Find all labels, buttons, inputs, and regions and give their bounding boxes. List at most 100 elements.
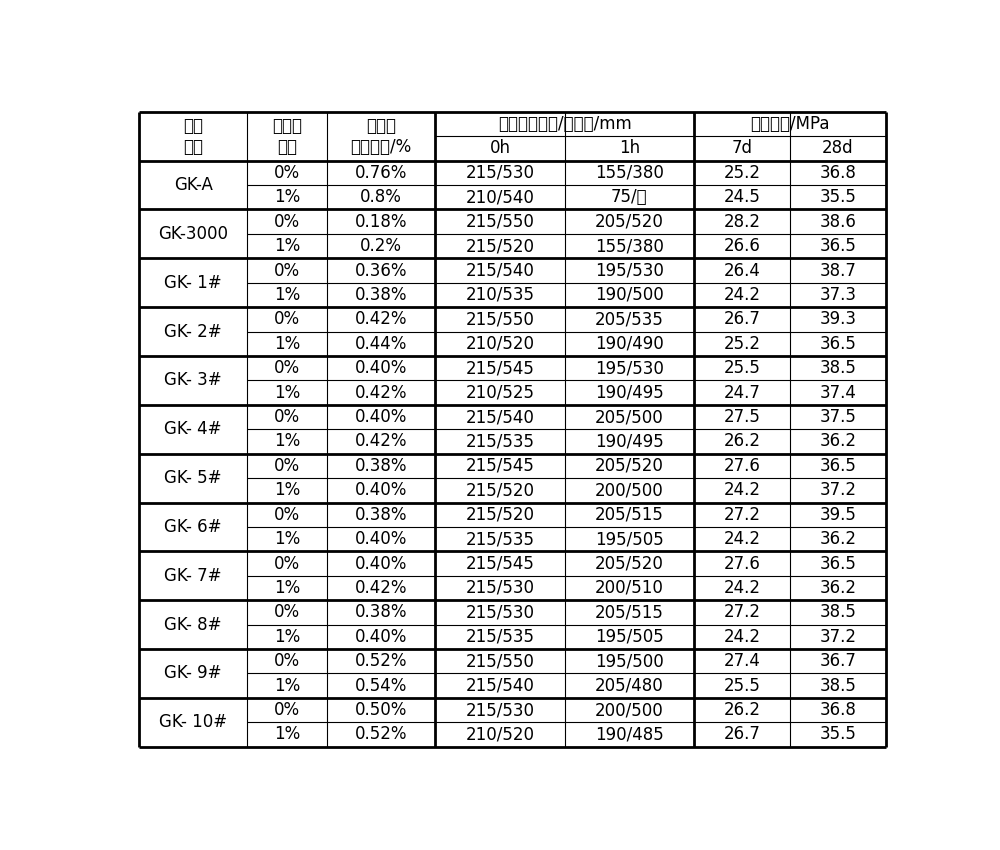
Text: 215/520: 215/520	[465, 237, 534, 255]
Text: 1%: 1%	[274, 335, 300, 353]
Text: 0%: 0%	[274, 360, 300, 377]
Text: 38.7: 38.7	[820, 262, 856, 280]
Text: 215/545: 215/545	[466, 360, 534, 377]
Text: 26.6: 26.6	[724, 237, 760, 255]
Text: 36.7: 36.7	[820, 652, 856, 670]
Text: 37.2: 37.2	[820, 481, 857, 499]
Text: 28.2: 28.2	[724, 212, 761, 230]
Text: 0.52%: 0.52%	[355, 652, 407, 670]
Text: 215/530: 215/530	[465, 701, 534, 719]
Text: 0.38%: 0.38%	[355, 604, 407, 621]
Text: 1%: 1%	[274, 433, 300, 451]
Text: 28d: 28d	[822, 139, 854, 157]
Text: 36.2: 36.2	[820, 530, 857, 548]
Text: 27.2: 27.2	[724, 506, 761, 524]
Text: 0.38%: 0.38%	[355, 506, 407, 524]
Text: 0%: 0%	[274, 212, 300, 230]
Text: 215/520: 215/520	[465, 481, 534, 499]
Text: 210/520: 210/520	[465, 335, 534, 353]
Text: 0.2%: 0.2%	[360, 237, 402, 255]
Text: 0.40%: 0.40%	[355, 530, 407, 548]
Text: 26.7: 26.7	[724, 310, 760, 328]
Text: 27.2: 27.2	[724, 604, 761, 621]
Text: 0%: 0%	[274, 604, 300, 621]
Text: 样品
编号: 样品 编号	[183, 116, 203, 156]
Text: 0.52%: 0.52%	[355, 725, 407, 744]
Text: 25.2: 25.2	[724, 335, 761, 353]
Text: 205/480: 205/480	[595, 677, 664, 694]
Text: 210/540: 210/540	[466, 189, 534, 207]
Text: 0.42%: 0.42%	[355, 579, 407, 597]
Text: 205/520: 205/520	[595, 554, 664, 573]
Text: GK-3000: GK-3000	[158, 225, 228, 243]
Text: 1%: 1%	[274, 237, 300, 255]
Text: 0%: 0%	[274, 701, 300, 719]
Text: 200/510: 200/510	[595, 579, 664, 597]
Text: GK- 9#: GK- 9#	[164, 665, 222, 683]
Text: 36.8: 36.8	[820, 701, 856, 719]
Text: 155/380: 155/380	[595, 237, 664, 255]
Text: 24.7: 24.7	[724, 383, 760, 401]
Text: 24.2: 24.2	[724, 481, 761, 499]
Text: 215/540: 215/540	[466, 262, 534, 280]
Text: 39.5: 39.5	[820, 506, 856, 524]
Text: 38.5: 38.5	[820, 360, 856, 377]
Text: 37.4: 37.4	[820, 383, 856, 401]
Text: 24.2: 24.2	[724, 286, 761, 304]
Text: 25.5: 25.5	[724, 677, 760, 694]
Text: 205/520: 205/520	[595, 457, 664, 475]
Text: 215/530: 215/530	[465, 604, 534, 621]
Text: 195/530: 195/530	[595, 360, 664, 377]
Text: 25.5: 25.5	[724, 360, 760, 377]
Text: 0.40%: 0.40%	[355, 360, 407, 377]
Text: 1h: 1h	[619, 139, 640, 157]
Text: 75/无: 75/无	[611, 189, 648, 207]
Text: 0.38%: 0.38%	[355, 457, 407, 475]
Text: 24.2: 24.2	[724, 628, 761, 646]
Text: 215/535: 215/535	[465, 433, 534, 451]
Text: 36.5: 36.5	[820, 457, 856, 475]
Text: 0.40%: 0.40%	[355, 554, 407, 573]
Text: 混凝土坍落度/扩展度/mm: 混凝土坍落度/扩展度/mm	[498, 115, 632, 133]
Text: 190/495: 190/495	[595, 433, 664, 451]
Text: 0.38%: 0.38%	[355, 286, 407, 304]
Text: GK- 8#: GK- 8#	[164, 615, 222, 633]
Text: 215/550: 215/550	[466, 652, 534, 670]
Text: 24.5: 24.5	[724, 189, 760, 207]
Text: 215/530: 215/530	[465, 579, 534, 597]
Text: 36.2: 36.2	[820, 433, 857, 451]
Text: 36.2: 36.2	[820, 579, 857, 597]
Text: 37.5: 37.5	[820, 408, 856, 426]
Text: 215/550: 215/550	[466, 212, 534, 230]
Text: GK- 3#: GK- 3#	[164, 371, 222, 389]
Text: 37.2: 37.2	[820, 628, 857, 646]
Text: 195/530: 195/530	[595, 262, 664, 280]
Text: 195/500: 195/500	[595, 652, 664, 670]
Text: GK- 6#: GK- 6#	[164, 518, 222, 536]
Text: 0%: 0%	[274, 506, 300, 524]
Text: 0.40%: 0.40%	[355, 408, 407, 426]
Text: 0%: 0%	[274, 164, 300, 182]
Text: 195/505: 195/505	[595, 530, 664, 548]
Text: 1%: 1%	[274, 286, 300, 304]
Text: 215/545: 215/545	[466, 554, 534, 573]
Text: 36.5: 36.5	[820, 335, 856, 353]
Text: 215/535: 215/535	[465, 530, 534, 548]
Text: 36.8: 36.8	[820, 164, 856, 182]
Text: 195/505: 195/505	[595, 628, 664, 646]
Text: 蒙脱土
掺量: 蒙脱土 掺量	[272, 116, 302, 156]
Text: 200/500: 200/500	[595, 701, 664, 719]
Text: 1%: 1%	[274, 628, 300, 646]
Text: 1%: 1%	[274, 189, 300, 207]
Text: 27.6: 27.6	[724, 554, 760, 573]
Text: 0.44%: 0.44%	[355, 335, 407, 353]
Text: 215/520: 215/520	[465, 506, 534, 524]
Text: 205/500: 205/500	[595, 408, 664, 426]
Text: 26.4: 26.4	[724, 262, 760, 280]
Text: 190/485: 190/485	[595, 725, 664, 744]
Text: 24.2: 24.2	[724, 530, 761, 548]
Text: 外加剂
折固掺量/%: 外加剂 折固掺量/%	[350, 116, 412, 156]
Text: 215/530: 215/530	[465, 164, 534, 182]
Text: 0.40%: 0.40%	[355, 481, 407, 499]
Text: GK- 5#: GK- 5#	[164, 469, 222, 487]
